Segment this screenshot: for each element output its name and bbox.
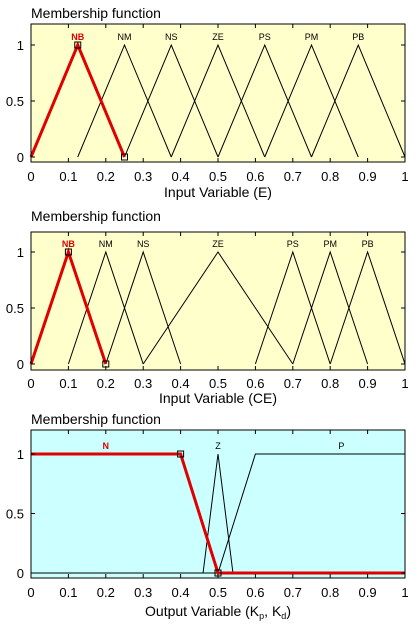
mf-label-pm: PM (305, 32, 319, 42)
y-tick-label: 1 (17, 38, 24, 53)
x-tick-label: 0.7 (284, 376, 302, 391)
mf-label-ps: PS (287, 239, 299, 249)
x-tick-label: 0.7 (284, 585, 302, 600)
x-tick-label: 0.3 (134, 585, 152, 600)
mf-line-nm (77, 43, 172, 158)
mf-line-p (31, 453, 405, 574)
y-tick-label: 1 (17, 245, 24, 260)
y-tick-label: 1 (17, 447, 24, 462)
x-tick-label: 0.3 (134, 376, 152, 391)
x-tick-label: 0.8 (321, 585, 339, 600)
mf-handle-n-peak[interactable] (177, 450, 185, 458)
y-tick-label: 0 (17, 566, 24, 581)
x-axis-label: Input Variable (E) (164, 184, 272, 200)
mf-handle-nb-peak[interactable] (64, 248, 72, 256)
x-tick-label: 0.1 (59, 585, 77, 600)
mf-label-nb: NB (62, 239, 75, 249)
mf-label-pm: PM (323, 239, 337, 249)
mf-label-ns: NS (137, 239, 150, 249)
mf-line-pm (292, 250, 369, 365)
x-tick-label: 0 (27, 585, 34, 600)
mf-label-ps: PS (259, 32, 271, 42)
x-tick-label: 0.4 (172, 376, 190, 391)
x-tick-label: 1 (401, 169, 408, 184)
x-tick-label: 0.1 (59, 169, 77, 184)
x-tick-label: 0.4 (172, 585, 190, 600)
mf-line-nm (67, 250, 144, 365)
mf-line-pb (329, 250, 406, 365)
mf-label-ze: ZE (212, 32, 224, 42)
mf-line-n (31, 452, 405, 575)
mf-line-pm (264, 43, 359, 158)
x-tick-label: 0 (27, 169, 34, 184)
y-tick-label: 0 (17, 150, 24, 165)
x-tick-label: 0.5 (209, 376, 227, 391)
y-tick-label: 0.5 (6, 507, 24, 522)
mf-label-n: N (103, 441, 110, 451)
x-tick-label: 0.4 (172, 169, 190, 184)
mf-label-p: P (338, 441, 344, 451)
panel-2: Membership function NB NM NS ZE PS PM PB 0 0.1 0.2… (6, 208, 409, 406)
mf-label-ns: NS (165, 32, 178, 42)
mf-line-ps (217, 43, 312, 158)
mf-line-ze (170, 43, 266, 158)
x-tick-label: 0.7 (284, 169, 302, 184)
mf-line-ps (254, 250, 331, 365)
plot-area (31, 24, 405, 162)
plot-area (31, 430, 405, 578)
x-tick-label: 0.5 (209, 585, 227, 600)
x-tick-label: 0.6 (246, 585, 264, 600)
x-tick-label: 1 (401, 585, 408, 600)
y-tick-label: 0 (17, 357, 24, 372)
x-tick-label: 0.8 (321, 169, 339, 184)
panel-3: Membership function N Z P 0 0.1 0.2 0.3 0.4 0.5 0.… (6, 411, 409, 621)
y-tick-label: 0.5 (6, 94, 24, 109)
mf-label-nm: NM (118, 32, 132, 42)
panel-title: Membership function (31, 5, 161, 21)
x-tick-label: 0.8 (321, 376, 339, 391)
x-tick-label: 0.1 (59, 376, 77, 391)
mf-label-nm: NM (99, 239, 113, 249)
x-tick-label: 0.6 (246, 376, 264, 391)
x-tick-label: 0.6 (246, 169, 264, 184)
x-tick-label: 0 (27, 376, 34, 391)
y-tick-label: 0.5 (6, 301, 24, 316)
mf-line-pb (311, 43, 406, 158)
x-tick-label: 0.2 (97, 376, 115, 391)
mf-handle-nb-foot[interactable] (121, 153, 128, 161)
panel-title: Membership function (31, 411, 161, 427)
mf-label-nb: NB (71, 32, 84, 42)
x-tick-label: 0.9 (359, 585, 377, 600)
mf-label-pb: PB (352, 32, 364, 42)
mf-label-pb: PB (362, 239, 374, 249)
x-axis-label: Input Variable (CE) (159, 390, 277, 406)
mf-label-ze: ZE (212, 239, 224, 249)
x-tick-label: 0.9 (359, 169, 377, 184)
mf-line-nb (29, 41, 126, 158)
panel-1: Membership function NB NM NS ZE PS PM PB 0 0.1 0.2… (6, 5, 409, 200)
x-tick-label: 1 (401, 376, 408, 391)
x-tick-label: 0.9 (359, 376, 377, 391)
x-tick-label: 0.2 (97, 585, 115, 600)
mf-line-nb (29, 247, 108, 365)
x-tick-label: 0.2 (97, 169, 115, 184)
panel-title: Membership function (31, 208, 161, 224)
x-axis-label: Output Variable (Kp, Kd) (145, 603, 291, 621)
mf-label-z: Z (215, 441, 221, 451)
plot-area (31, 232, 405, 370)
mf-line-ns (124, 43, 219, 158)
x-tick-label: 0.5 (209, 169, 227, 184)
mf-handle-nb-peak[interactable] (74, 41, 82, 49)
x-tick-label: 0.3 (134, 169, 152, 184)
